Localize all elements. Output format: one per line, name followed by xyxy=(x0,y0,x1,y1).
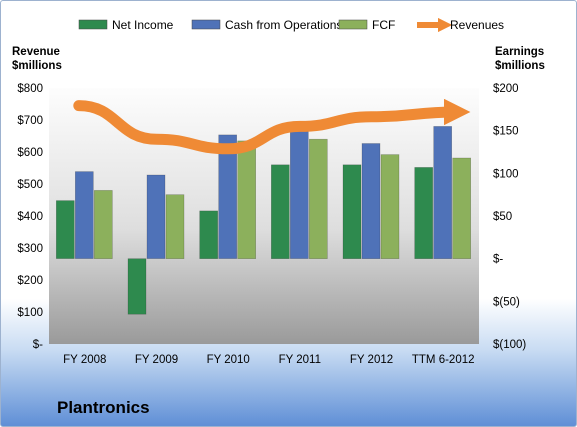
legend-label: FCF xyxy=(372,18,395,32)
right-tick-label: $- xyxy=(493,254,503,266)
category-label: TTM 6-2012 xyxy=(412,354,475,366)
bar-net-income-4 xyxy=(342,164,362,260)
left-tick-label: $200 xyxy=(17,275,43,287)
bar-net-income-0 xyxy=(55,200,75,259)
bar-net-income-2 xyxy=(199,210,218,259)
left-tick-label: $- xyxy=(33,339,43,351)
left-tick-label: $700 xyxy=(17,115,43,127)
legend-label: Revenues xyxy=(450,18,504,32)
bar-net-income-1 xyxy=(127,258,147,315)
bar-net-income-5 xyxy=(414,167,434,259)
category-label: FY 2010 xyxy=(207,354,250,366)
bar-fcf-0 xyxy=(94,190,113,259)
left-tick-label: $100 xyxy=(17,307,43,319)
right-tick-label: $150 xyxy=(493,126,519,138)
bar-cash-from-operations-5 xyxy=(433,126,453,260)
left-tick-label: $400 xyxy=(17,211,43,223)
left-axis-label: Revenue $millions xyxy=(12,45,62,73)
legend-label: Cash from Operations xyxy=(225,18,342,32)
category-label: FY 2012 xyxy=(350,354,393,366)
legend-label: Net Income xyxy=(112,18,174,32)
right-axis-label: Earnings $millions xyxy=(495,45,545,73)
left-axis-label-line-2: $millions xyxy=(12,60,62,72)
legend-swatch-cash-from-operations xyxy=(191,19,221,30)
category-label: FY 2011 xyxy=(279,354,321,366)
line-revenues xyxy=(73,98,471,155)
bar-fcf-1 xyxy=(165,194,185,259)
bar-fcf-3 xyxy=(308,138,328,259)
bar-cash-from-operations-3 xyxy=(289,121,309,259)
right-tick-label: $200 xyxy=(493,83,519,95)
bar-cash-from-operations-2 xyxy=(218,134,237,259)
category-label: FY 2008 xyxy=(63,354,106,366)
left-tick-label: $300 xyxy=(17,243,43,255)
left-axis-label-line-1: Revenue xyxy=(12,46,60,58)
line-layer xyxy=(73,98,471,155)
right-axis-label-line-1: Earnings xyxy=(495,46,545,58)
right-tick-label: $(100) xyxy=(493,339,526,351)
legend-swatch-net-income xyxy=(78,19,108,30)
left-tick-label: $800 xyxy=(17,83,43,95)
left-tick-label: $500 xyxy=(17,179,43,191)
chart-title: Plantronics xyxy=(57,398,150,417)
bar-layer xyxy=(55,121,472,315)
bar-fcf-5 xyxy=(452,157,472,259)
bar-cash-from-operations-4 xyxy=(361,143,381,259)
bar-cash-from-operations-1 xyxy=(146,174,166,259)
right-tick-label: $100 xyxy=(493,168,519,180)
bar-fcf-4 xyxy=(380,154,400,260)
left-tick-label: $600 xyxy=(17,147,43,159)
right-tick-label: $50 xyxy=(493,211,512,223)
legend: Net Income Cash from Operations FCF Revenue… xyxy=(78,17,504,33)
bar-net-income-3 xyxy=(270,164,290,260)
bar-fcf-2 xyxy=(237,140,256,259)
bar-cash-from-operations-0 xyxy=(75,171,94,259)
right-axis-label-line-2: $millions xyxy=(495,60,545,72)
tick-labels: $- $100 $200 $300 $400 $500 $600 $700 $800 $(100)… xyxy=(17,83,526,366)
category-label: FY 2009 xyxy=(135,354,178,366)
right-tick-label: $(50) xyxy=(493,296,520,308)
legend-swatch-fcf xyxy=(338,19,368,30)
